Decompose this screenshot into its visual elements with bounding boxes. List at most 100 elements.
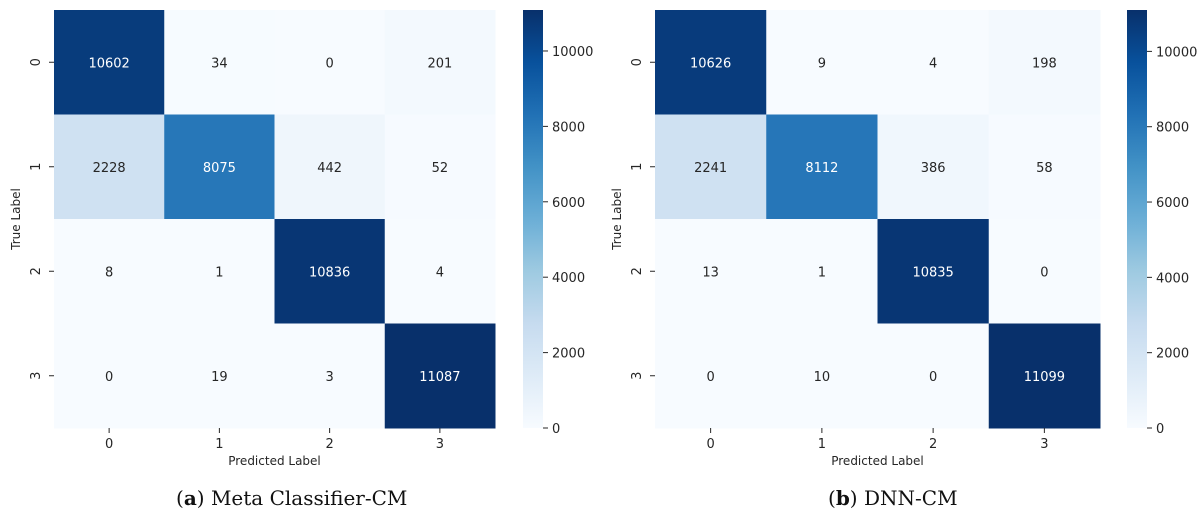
heatmap-cell-label-0-r1-c0: 2228: [93, 161, 126, 176]
heatmap-cell-label-1-r3-c3: 11099: [1024, 370, 1065, 385]
heatmap-cell-label-0-r3-c3: 11087: [419, 370, 460, 385]
heatmap-cell-label-1-r2-c3: 0: [1040, 265, 1048, 280]
colorbar-tick-label-0-5: 10000: [552, 45, 593, 60]
heatmap-cell-label-1-r1-c0: 2241: [694, 161, 727, 176]
heatmap-cell-label-0-r0-c1: 34: [211, 56, 228, 71]
heatmap-cell-label-0-r1-c2: 442: [317, 161, 342, 176]
heatmap-cell-1-r2-c1: [766, 219, 878, 324]
heatmap-cell-label-1-r0-c3: 198: [1032, 56, 1057, 71]
caption-a-letter: a: [183, 486, 197, 510]
heatmap-cell-1-r0-c2: [877, 10, 990, 115]
caption-b-letter: b: [835, 486, 850, 510]
heatmap-cell-1-r3-c0: [655, 323, 767, 429]
heatmap-cell-label-0-r2-c2: 10836: [309, 265, 350, 280]
x-tick-label-1-3: 3: [1040, 437, 1048, 452]
heatmap-cell-label-0-r0-c2: 0: [325, 56, 333, 71]
y-tick-label-0-3: 3: [29, 372, 44, 380]
heatmap-cell-0-r1-c0: [54, 114, 165, 220]
colorbar-0: [523, 10, 543, 428]
heatmap-cell-0-r3-c2: [274, 323, 386, 429]
heatmap-cell-label-1-r2-c2: 10835: [912, 265, 953, 280]
heatmap-cell-label-1-r0-c1: 9: [818, 56, 826, 71]
x-axis-label-0: Predicted Label: [228, 454, 321, 468]
colorbar-tick-label-0-3: 6000: [552, 196, 585, 211]
x-tick-label-1-1: 1: [818, 437, 826, 452]
y-tick-label-1-3: 3: [630, 372, 645, 380]
heatmap-cell-1-r3-c3: [988, 323, 1101, 429]
heatmap-cell-label-1-r0-c2: 4: [929, 56, 937, 71]
heatmap-cell-0-r3-c0: [54, 323, 165, 429]
y-tick-label-1-1: 1: [630, 163, 645, 171]
x-tick-label-0-2: 2: [325, 437, 333, 452]
heatmap-cell-1-r0-c1: [766, 10, 878, 115]
heatmap-cell-label-1-r3-c2: 0: [929, 370, 937, 385]
heatmap-cell-label-1-r3-c1: 10: [814, 370, 831, 385]
heatmap-cell-label-1-r1-c2: 386: [921, 161, 946, 176]
colorbar-tick-label-0-1: 2000: [552, 347, 585, 362]
y-tick-label-0-1: 1: [29, 163, 44, 171]
heatmap-cell-1-r0-c0: [655, 10, 767, 115]
y-axis-label-1: True Label: [610, 188, 624, 251]
colorbar-tick-label-0-2: 4000: [552, 271, 585, 286]
heatmap-cell-label-1-r2-c1: 1: [818, 265, 826, 280]
heatmap-cell-label-1-r1-c3: 58: [1036, 161, 1053, 176]
y-tick-label-0-0: 0: [29, 58, 44, 66]
heatmap-cell-1-r2-c2: [877, 219, 990, 324]
heatmap-cell-label-0-r3-c1: 19: [211, 370, 228, 385]
heatmap-cell-label-0-r2-c1: 1: [215, 265, 223, 280]
caption-b: (b) DNN-CM: [828, 486, 958, 510]
heatmap-cell-label-0-r0-c3: 201: [427, 56, 452, 71]
x-axis-label-1: Predicted Label: [831, 454, 924, 468]
y-tick-label-1-0: 0: [630, 58, 645, 66]
x-tick-label-0-3: 3: [436, 437, 444, 452]
heatmap-cell-1-r2-c0: [655, 219, 767, 324]
heatmap-cell-0-r1-c3: [384, 114, 496, 220]
heatmap-cell-0-r3-c3: [384, 323, 496, 429]
heatmap-cell-label-1-r0-c0: 10626: [690, 56, 731, 71]
y-tick-label-0-2: 2: [29, 267, 44, 275]
heatmap-cell-0-r3-c1: [164, 323, 275, 429]
heatmap-cell-0-r0-c3: [384, 10, 496, 115]
heatmap-cell-label-0-r2-c3: 4: [436, 265, 444, 280]
colorbar-tick-label-1-3: 6000: [1156, 196, 1189, 211]
colorbar-tick-label-1-0: 0: [1156, 422, 1164, 437]
colorbar-tick-label-1-5: 10000: [1156, 45, 1197, 60]
heatmap-cell-label-1-r3-c0: 0: [706, 370, 714, 385]
y-axis-label-0: True Label: [9, 188, 23, 251]
x-tick-label-0-1: 1: [215, 437, 223, 452]
heatmap-cell-0-r2-c1: [164, 219, 275, 324]
colorbar-tick-label-0-0: 0: [552, 422, 560, 437]
colorbar-1: [1127, 10, 1147, 428]
heatmap-cell-label-0-r0-c0: 10602: [88, 56, 129, 71]
caption-a-text: Meta Classifier-CM: [210, 486, 408, 510]
x-tick-label-1-0: 0: [706, 437, 714, 452]
heatmap-cell-label-0-r3-c0: 0: [105, 370, 113, 385]
y-tick-label-1-2: 2: [630, 267, 645, 275]
heatmap-cell-label-1-r1-c1: 8112: [805, 161, 838, 176]
heatmap-cell-1-r2-c3: [988, 219, 1101, 324]
heatmap-cell-0-r2-c0: [54, 219, 165, 324]
x-tick-label-0-0: 0: [105, 437, 113, 452]
heatmap-cell-1-r0-c3: [988, 10, 1101, 115]
heatmap-cell-1-r1-c1: [766, 114, 878, 220]
heatmap-cell-0-r2-c2: [274, 219, 386, 324]
heatmap-cell-1-r1-c2: [877, 114, 990, 220]
heatmap-cell-1-r3-c1: [766, 323, 878, 429]
colorbar-tick-label-1-2: 4000: [1156, 271, 1189, 286]
heatmap-cell-0-r2-c3: [384, 219, 496, 324]
heatmap-cell-0-r0-c2: [274, 10, 386, 115]
heatmap-cell-1-r1-c3: [988, 114, 1101, 220]
heatmap-cell-0-r0-c0: [54, 10, 165, 115]
heatmap-cell-label-0-r3-c2: 3: [325, 370, 333, 385]
colorbar-tick-label-1-4: 8000: [1156, 121, 1189, 136]
heatmap-cell-label-1-r2-c0: 13: [702, 265, 719, 280]
colorbar-tick-label-1-1: 2000: [1156, 347, 1189, 362]
x-tick-label-1-2: 2: [929, 437, 937, 452]
heatmap-cell-label-0-r1-c1: 8075: [203, 161, 236, 176]
heatmap-cell-0-r1-c2: [274, 114, 386, 220]
heatmap-cell-1-r1-c0: [655, 114, 767, 220]
caption-a: (a) Meta Classifier-CM: [176, 486, 408, 510]
